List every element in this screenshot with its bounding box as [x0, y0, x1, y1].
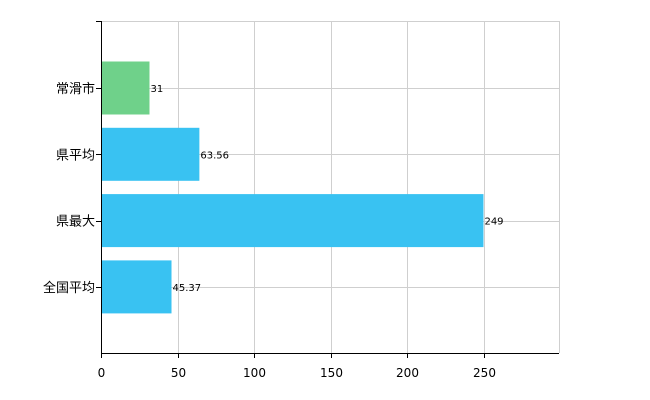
bar-2: [102, 194, 484, 248]
value-label-2: 249: [484, 217, 503, 228]
bar-3: [102, 260, 172, 314]
labels: 31 常滑市 63.56 県平均 249 県最大 45.37 全国平均 0 50 100 150 200…: [43, 81, 504, 380]
x-tick-label-2: 100: [243, 366, 266, 380]
value-label-3: 45.37: [173, 283, 202, 294]
x-tick-label-0: 0: [98, 366, 106, 380]
bar-0: [102, 61, 150, 115]
axes: [96, 21, 559, 358]
category-label-3: 全国平均: [43, 280, 95, 296]
value-label-1: 63.56: [200, 150, 229, 161]
x-tick-label-4: 200: [396, 366, 419, 380]
category-label-0: 常滑市: [56, 81, 95, 97]
bars: [102, 61, 484, 314]
x-tick-label-1: 50: [171, 366, 186, 380]
bar-1: [102, 127, 200, 181]
category-label-1: 県平均: [56, 148, 95, 163]
category-label-2: 県最大: [56, 215, 95, 230]
x-tick-label-3: 150: [320, 366, 343, 380]
x-tick-label-5: 250: [473, 366, 496, 380]
value-label-0: 31: [150, 84, 163, 95]
